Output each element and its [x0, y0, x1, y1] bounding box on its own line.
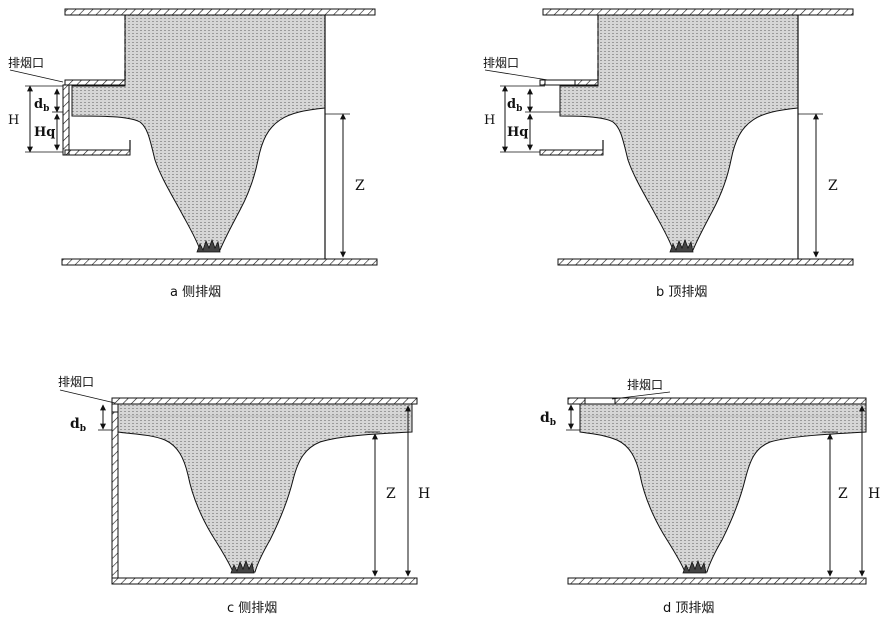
label-db: db	[70, 416, 86, 434]
duct-top-wall	[64, 79, 126, 86]
duct-bottom-wall	[539, 149, 604, 156]
floor-hatch	[61, 258, 378, 266]
caption-d: d 顶排烟	[663, 601, 714, 616]
floor-hatch	[567, 577, 867, 585]
label-Hq: Hq	[507, 125, 528, 140]
panel-b: 排烟口 db H Hq Z b 顶排烟	[483, 8, 854, 300]
label-Hq: Hq	[34, 125, 55, 140]
label-db: db	[540, 410, 556, 428]
label-Z: Z	[828, 178, 838, 194]
panel-c: 排烟口 db Z H c 侧排烟	[58, 375, 430, 616]
caption-b: b 顶排烟	[656, 285, 707, 300]
outlet-leader	[611, 391, 671, 400]
smoke-plume	[579, 403, 867, 573]
fire-icon	[230, 559, 255, 574]
floor-hatch	[111, 577, 418, 585]
label-H: H	[484, 113, 495, 128]
outlet-leader	[484, 69, 549, 81]
panel-d: 排烟口 db Z H d 顶排烟	[540, 378, 880, 616]
ceiling-hatch	[111, 397, 418, 405]
side-wall-hatch	[62, 84, 70, 156]
smoke-plume	[71, 14, 326, 251]
label-H: H	[868, 486, 880, 502]
ceiling-hatch	[64, 8, 376, 16]
label-Z: Z	[838, 486, 848, 502]
fire-icon	[669, 238, 694, 253]
outlet-label: 排烟口	[58, 375, 94, 389]
outlet-leader	[59, 389, 116, 404]
outlet-opening	[111, 403, 119, 413]
outlet-opening	[584, 397, 616, 405]
smoke-plume	[559, 14, 799, 251]
caption-a: a 侧排烟	[170, 285, 221, 300]
duct-bottom-wall	[64, 149, 131, 156]
fire-icon	[196, 238, 221, 253]
side-wall-hatch	[111, 411, 119, 579]
panel-a: 排烟口 db H Hq Z a 侧排烟	[8, 8, 378, 300]
outlet-label: 排烟口	[483, 56, 519, 70]
outlet-leader	[9, 69, 64, 83]
outlet-label: 排烟口	[627, 378, 663, 392]
label-db: db	[507, 97, 522, 114]
fire-icon	[682, 559, 707, 574]
ceiling-hatch	[542, 8, 854, 16]
smoke-plume	[117, 403, 413, 573]
label-Z: Z	[386, 486, 396, 502]
label-H: H	[8, 113, 19, 128]
label-Z: Z	[355, 178, 365, 194]
floor-hatch	[557, 258, 854, 266]
outlet-opening	[544, 79, 576, 86]
outlet-label: 排烟口	[8, 56, 44, 70]
label-db: db	[34, 97, 49, 114]
label-H: H	[418, 486, 430, 502]
caption-c: c 侧排烟	[227, 601, 277, 616]
